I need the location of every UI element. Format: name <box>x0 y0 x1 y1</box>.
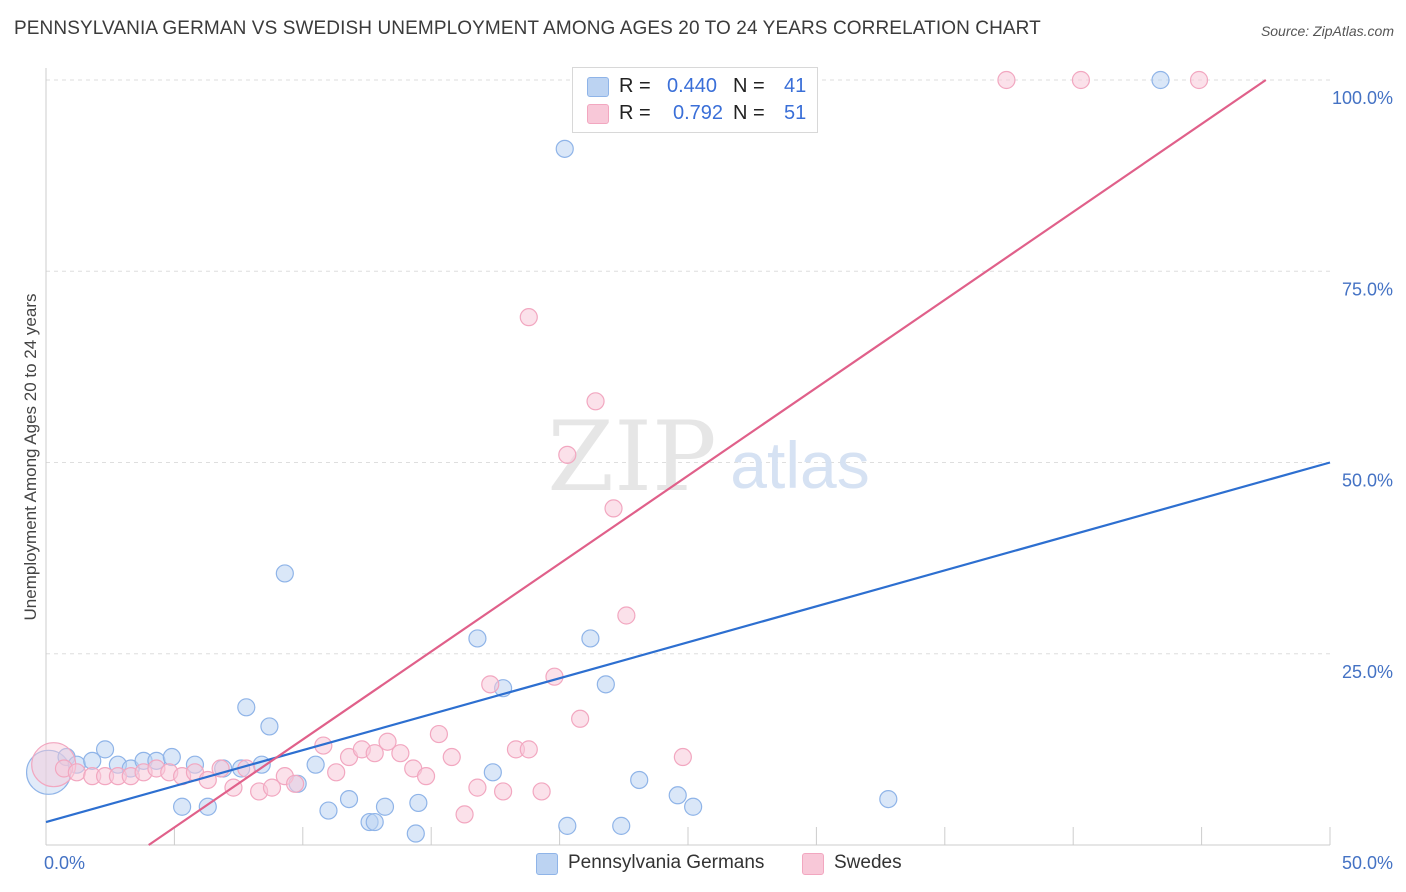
legend-n-value-swedes: 51 <box>784 102 807 124</box>
x-tick-label: 0.0% <box>44 853 85 873</box>
point-pennsylvania-germans <box>173 797 192 816</box>
legend-r-label: R = <box>619 75 651 97</box>
point-pennsylvania-germans <box>596 675 615 694</box>
bottom-legend-label-pennsylvania: Pennsylvania Germans <box>568 852 765 873</box>
point-swedes <box>604 499 623 518</box>
chart-title: PENNSYLVANIA GERMAN VS SWEDISH UNEMPLOYM… <box>14 18 1041 39</box>
grid <box>46 79 1330 655</box>
legend: R = 0.440 N = 41 R = 0.792 N = 51 <box>572 67 818 133</box>
point-swedes <box>481 675 500 694</box>
point-swedes <box>416 767 436 786</box>
point-pennsylvania-germans <box>879 789 898 809</box>
point-pennsylvania-germans <box>684 797 703 816</box>
y-tick-label: 25.0% <box>1342 662 1393 682</box>
point-pennsylvania-germans <box>468 629 487 648</box>
point-swedes <box>285 774 305 793</box>
bottom-legend-label-swedes: Swedes <box>834 852 902 873</box>
point-pennsylvania-germans <box>319 801 338 820</box>
point-swedes <box>494 782 513 801</box>
y-tick-label: 100.0% <box>1332 88 1393 108</box>
point-swedes <box>314 736 333 755</box>
y-axis-label: Unemployment Among Ages 20 to 24 years <box>21 294 40 621</box>
point-swedes <box>442 747 461 767</box>
point-swedes <box>262 778 282 797</box>
point-swedes <box>468 778 487 797</box>
point-swedes <box>1189 70 1209 90</box>
point-swedes <box>571 709 590 728</box>
point-pennsylvania-germans <box>375 797 395 816</box>
point-swedes <box>365 744 384 763</box>
point-swedes <box>455 805 474 824</box>
point-pennsylvania-germans <box>162 747 181 767</box>
point-pennsylvania-germans <box>365 812 384 832</box>
point-swedes <box>545 667 564 686</box>
point-swedes <box>429 724 449 744</box>
point-pennsylvania-germans <box>237 698 256 717</box>
bottom-legend-swatch-swedes <box>802 853 824 875</box>
legend-n-label: N = <box>733 75 765 97</box>
point-swedes <box>378 732 397 751</box>
legend-swatch-pennsylvania <box>587 77 609 97</box>
point-pennsylvania-germans <box>306 755 325 774</box>
trend-line-pennsylvania-germans <box>45 461 1331 824</box>
point-swedes <box>1071 70 1091 90</box>
point-swedes <box>586 392 605 411</box>
trend-line-swedes <box>148 79 1267 846</box>
x-tick-label: 50.0% <box>1342 853 1393 873</box>
source-label: Source: ZipAtlas.com <box>1260 23 1394 39</box>
point-swedes <box>532 782 551 801</box>
point-pennsylvania-germans <box>339 789 359 809</box>
point-swedes <box>519 740 538 759</box>
legend-r-value-swedes: 0.792 <box>673 102 724 124</box>
point-swedes <box>391 744 410 763</box>
watermark-atlas: atlas <box>730 428 869 502</box>
point-pennsylvania-germans <box>668 786 687 805</box>
legend-n-value-pennsylvania: 41 <box>784 75 807 97</box>
legend-swatch-swedes <box>587 104 609 124</box>
point-pennsylvania-germans <box>555 139 574 158</box>
point-swedes <box>327 763 346 782</box>
point-pennsylvania-germans <box>95 740 115 759</box>
point-pennsylvania-germans <box>260 717 279 736</box>
legend-r-value-pennsylvania: 0.440 <box>667 75 718 97</box>
bottom-legend-swatch-pennsylvania <box>536 853 558 875</box>
point-pennsylvania-germans <box>558 816 577 835</box>
watermark: ZIP atlas <box>547 401 869 513</box>
point-pennsylvania-germans <box>275 564 294 583</box>
point-pennsylvania-germans <box>483 763 502 782</box>
y-tick-label: 50.0% <box>1342 471 1393 491</box>
point-swedes <box>673 747 692 767</box>
legend-r-label: R = <box>619 102 651 124</box>
point-pennsylvania-germans <box>406 824 425 843</box>
trend-lines <box>45 79 1331 846</box>
point-swedes <box>997 70 1016 90</box>
tick-labels: 25.0% 50.0% 75.0% 100.0% 0.0% 50.0% <box>44 88 1393 873</box>
point-pennsylvania-germans <box>1151 70 1170 90</box>
point-swedes <box>67 763 86 782</box>
point-swedes <box>558 445 577 464</box>
point-pennsylvania-germans <box>581 629 600 648</box>
point-pennsylvania-germans <box>409 793 428 813</box>
y-tick-label: 75.0% <box>1342 279 1393 299</box>
point-swedes <box>617 606 636 625</box>
point-swedes <box>519 308 538 327</box>
point-pennsylvania-germans <box>630 770 649 790</box>
point-pennsylvania-germans <box>612 816 631 835</box>
legend-n-label: N = <box>733 102 765 124</box>
